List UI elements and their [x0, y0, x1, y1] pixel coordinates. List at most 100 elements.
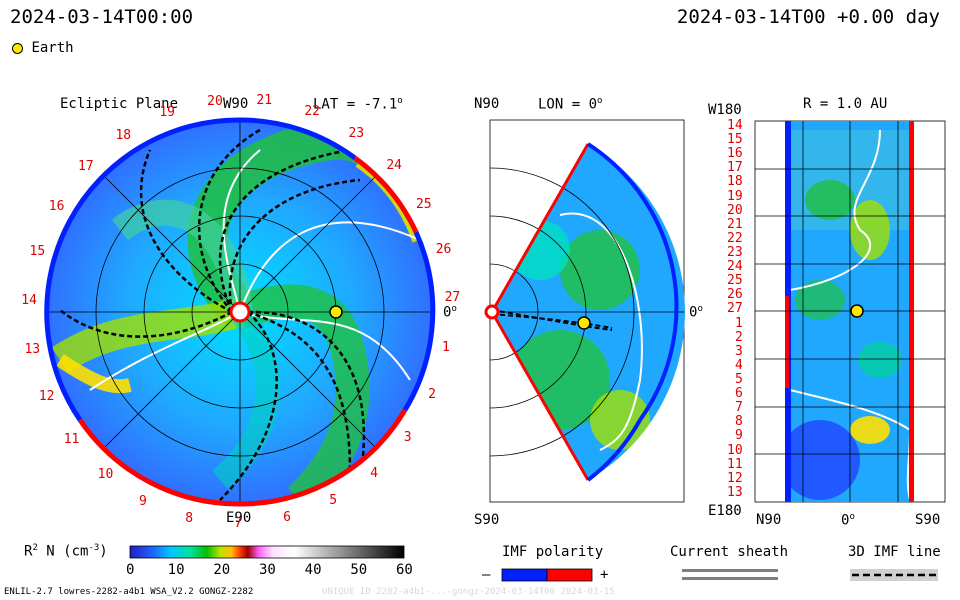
- ecliptic-title: Ecliptic Plane: [60, 96, 179, 112]
- lon-label: LON = 0o: [538, 96, 603, 113]
- sector-label: 23: [348, 126, 365, 142]
- sector-label: 18: [115, 127, 132, 143]
- earth-marker-meridional: [577, 316, 591, 330]
- radial-row-label: 19: [727, 188, 743, 204]
- radial-row-label: 6: [735, 386, 743, 402]
- radial-row-label: 17: [727, 160, 743, 176]
- ecliptic-top-label: W90: [223, 96, 249, 112]
- sector-label: 3: [403, 429, 412, 445]
- footer-right: UNIQUE ID 2282-a4b1-...-gongz-2024-03-14…: [322, 587, 615, 597]
- radius-label: R = 1.0 AU: [803, 96, 888, 112]
- colorbar-tick: 50: [350, 562, 368, 578]
- radial-row-label: 13: [727, 484, 743, 500]
- radial-row-label: 12: [727, 470, 743, 486]
- density-colorbar: [129, 545, 405, 559]
- ecliptic-plane-panel: [44, 117, 436, 507]
- elapsed-time-label: 2024-03-14T00 +0.00 day: [676, 6, 940, 28]
- meridional-right-label: 0o: [689, 304, 703, 321]
- radial-row-label: 7: [735, 400, 743, 416]
- radial-row-label: 4: [735, 357, 743, 373]
- current-sheath-title: Current sheath: [670, 544, 789, 560]
- radial-row-label: 1: [735, 315, 743, 331]
- start-time-label: 2024-03-14T00:00: [10, 6, 194, 28]
- sector-label: 20: [207, 93, 223, 109]
- sector-label: 13: [24, 342, 41, 358]
- sector-label: 2: [428, 386, 436, 402]
- radial-row-label: 3: [735, 343, 743, 359]
- radial-row-label: 22: [727, 230, 743, 246]
- sector-label: 1: [441, 339, 450, 355]
- radial-row-label: 24: [727, 259, 743, 275]
- sector-label: 16: [48, 199, 65, 215]
- colorbar-tick: 0: [126, 562, 135, 578]
- radial-top-left: W180: [708, 102, 742, 118]
- colorbar-tick: 60: [396, 562, 413, 578]
- sector-label: 26: [435, 242, 452, 258]
- footer-left: ENLIL-2.7 lowres-2282-a4b1 WSA_V2.2 GONG…: [4, 587, 254, 597]
- imf-positive-swatch: [546, 568, 593, 582]
- imf-minus: –: [482, 567, 491, 583]
- radial-row-label: 5: [735, 372, 743, 387]
- radial-x-s90: S90: [915, 512, 941, 528]
- radial-row-label: 20: [727, 202, 743, 218]
- meridional-plane-panel: [484, 119, 685, 503]
- imf-line-swatch: [850, 569, 938, 581]
- sector-label: 21: [256, 93, 273, 109]
- sector-label: 4: [370, 465, 379, 481]
- sector-label: 5: [329, 492, 338, 508]
- radial-x-n90: N90: [756, 512, 782, 528]
- colorbar-tick: 10: [167, 562, 185, 578]
- sector-label: 24: [386, 157, 402, 173]
- meridional-top-label: N90: [474, 96, 500, 112]
- earth-legend: Earth: [12, 40, 74, 56]
- sector-label: 7: [234, 515, 243, 531]
- radial-row-label: 9: [735, 428, 743, 444]
- sector-label: 8: [185, 510, 194, 526]
- earth-legend-label: Earth: [31, 40, 74, 56]
- radial-row-label: 27: [727, 301, 743, 317]
- imf-negative-swatch: [501, 568, 548, 582]
- radial-row-label: 23: [727, 245, 743, 260]
- radial-row-label: 14: [727, 118, 743, 133]
- radial-x-0: 0o: [841, 512, 855, 529]
- sector-label: 22: [304, 104, 320, 120]
- imf-plus: +: [600, 567, 609, 583]
- colorbar-tick: 40: [304, 562, 322, 578]
- radial-row-label: 2: [735, 329, 743, 345]
- meridional-bottom-label: S90: [474, 512, 500, 528]
- radial-row-label: 26: [727, 287, 743, 303]
- sector-label: 19: [159, 105, 175, 121]
- radial-row-label: 25: [727, 273, 743, 289]
- radial-bottom-left: E180: [708, 503, 742, 519]
- sheath-swatch: [682, 569, 778, 572]
- sun-marker: [229, 301, 251, 323]
- colorbar-label: R2 N (cm-3): [24, 543, 108, 560]
- sector-label: 12: [38, 389, 55, 405]
- sector-label: 17: [77, 159, 94, 175]
- radial-row-label: 10: [727, 442, 743, 458]
- sector-label: 27: [444, 290, 461, 306]
- lat-label: LAT = -7.1o: [313, 96, 403, 113]
- sector-label: 6: [283, 509, 291, 525]
- ecliptic-right-label: 0o: [443, 304, 457, 321]
- radial-row-label: 21: [727, 216, 743, 232]
- colorbar-tick: 30: [259, 562, 276, 578]
- sector-label: 25: [415, 196, 432, 212]
- imf-polarity-title: IMF polarity: [502, 544, 604, 560]
- sector-label: 10: [97, 467, 114, 483]
- colorbar-tick: 20: [213, 562, 231, 578]
- earth-marker-ecliptic: [329, 305, 343, 319]
- earth-marker-radial: [850, 304, 864, 318]
- imf-line-title: 3D IMF line: [848, 544, 941, 560]
- earth-icon: [12, 42, 23, 54]
- radial-row-label: 18: [727, 174, 743, 190]
- radial-row-label: 8: [735, 414, 743, 430]
- radial-row-label: 16: [727, 146, 743, 162]
- radial-map-panel: [754, 120, 946, 503]
- radial-row-label: 11: [727, 456, 743, 472]
- radial-row-label: 15: [727, 132, 743, 148]
- sector-label: 15: [29, 244, 46, 260]
- sector-label: 11: [63, 431, 80, 447]
- ecliptic-bottom-label: E90: [226, 510, 252, 526]
